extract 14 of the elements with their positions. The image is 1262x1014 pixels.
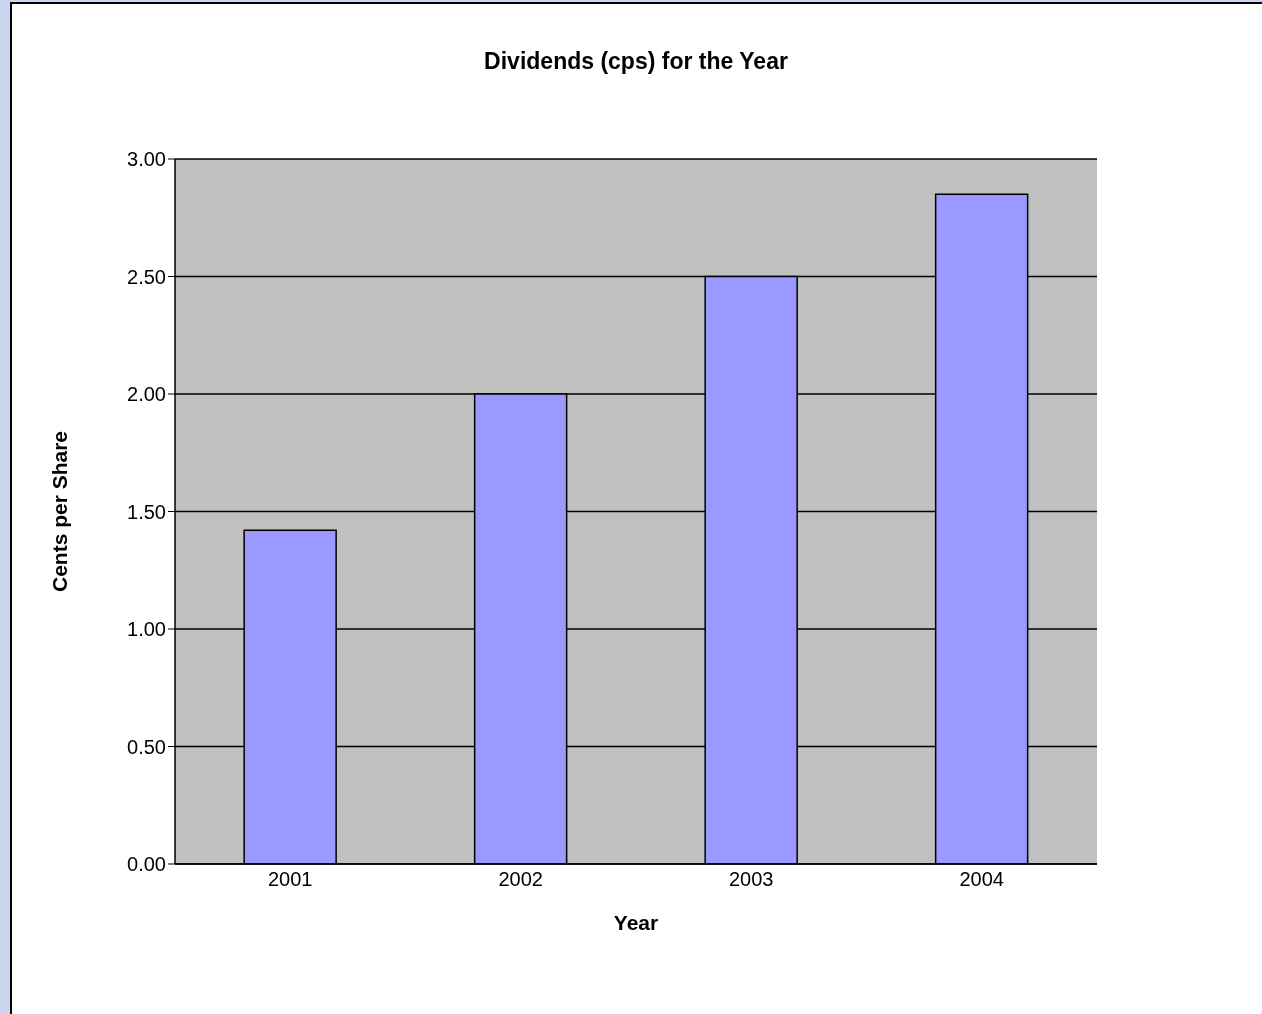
x-axis-title: Year: [613, 911, 659, 934]
y-tick-label: 0.50: [127, 735, 166, 758]
x-tick-label: 2001: [268, 868, 313, 891]
y-axis-title: Cents per Share: [48, 430, 72, 593]
y-tick-label: 1.00: [127, 618, 166, 641]
y-tick-label: 2.00: [127, 383, 166, 406]
x-tick-label: 2003: [729, 868, 774, 891]
x-tick-label: 2004: [959, 868, 1004, 891]
chart-title: Dividends (cps) for the Year: [483, 48, 789, 75]
y-tick-label: 0.00: [127, 853, 166, 876]
y-tick-label: 1.50: [127, 500, 166, 523]
x-tick-label: 2002: [498, 868, 543, 891]
y-tick-label: 2.50: [127, 265, 166, 288]
y-tick-label: 3.00: [127, 148, 166, 171]
